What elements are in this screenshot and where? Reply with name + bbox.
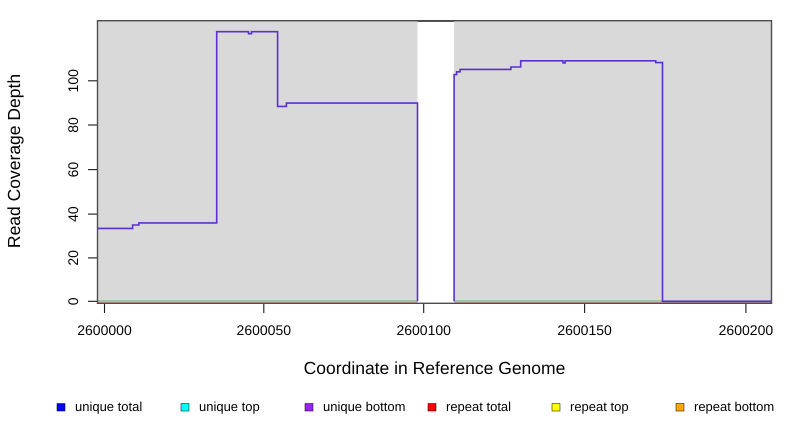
- svg-text:repeat total: repeat total: [446, 399, 511, 414]
- svg-text:Read Coverage Depth: Read Coverage Depth: [4, 74, 24, 248]
- svg-text:2600000: 2600000: [77, 322, 132, 338]
- svg-text:80: 80: [65, 117, 81, 133]
- svg-text:2600150: 2600150: [557, 322, 612, 338]
- svg-text:2600050: 2600050: [237, 322, 292, 338]
- svg-text:unique top: unique top: [199, 399, 260, 414]
- svg-text:2600200: 2600200: [719, 322, 774, 338]
- svg-text:0: 0: [65, 297, 81, 305]
- svg-text:unique bottom: unique bottom: [323, 399, 405, 414]
- svg-text:repeat bottom: repeat bottom: [694, 399, 774, 414]
- svg-text:40: 40: [65, 206, 81, 222]
- svg-text:100: 100: [65, 69, 81, 93]
- svg-text:unique total: unique total: [75, 399, 142, 414]
- svg-text:20: 20: [65, 250, 81, 266]
- svg-text:60: 60: [65, 162, 81, 178]
- svg-text:Coordinate in Reference Genome: Coordinate in Reference Genome: [304, 358, 566, 378]
- svg-text:2600100: 2600100: [396, 322, 451, 338]
- svg-text:repeat top: repeat top: [570, 399, 629, 414]
